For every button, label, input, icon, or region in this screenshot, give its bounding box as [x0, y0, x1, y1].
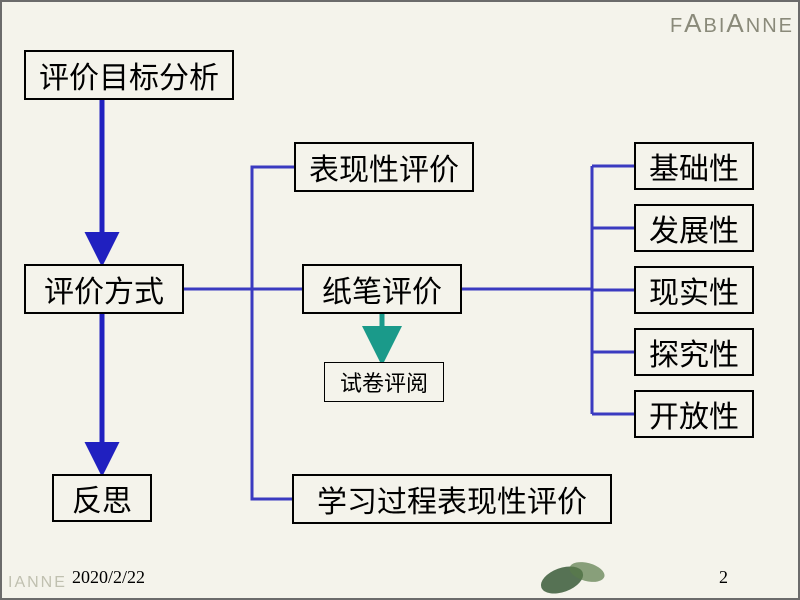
- node-label: 学习过程表现性评价: [317, 477, 587, 521]
- slide: 评价目标分析 评价方式 反思 表现性评价 纸笔评价 试卷评阅 学习过程表现性评价…: [0, 0, 800, 600]
- node-label: 试卷评阅: [340, 366, 428, 398]
- node-process-performance-eval: 学习过程表现性评价: [292, 474, 612, 524]
- watermark-bottom: IANNE: [8, 574, 67, 592]
- node-label: 基础性: [649, 144, 739, 188]
- node-label: 评价目标分析: [39, 53, 219, 97]
- node-goal-analysis: 评价目标分析: [24, 50, 234, 100]
- node-label: 纸笔评价: [322, 267, 442, 311]
- slide-page-number: 2: [719, 567, 728, 588]
- node-exam-review: 试卷评阅: [324, 362, 444, 402]
- node-basic: 基础性: [634, 142, 754, 190]
- node-label: 探究性: [649, 330, 739, 374]
- node-paper-eval: 纸笔评价: [302, 264, 462, 314]
- node-label: 发展性: [649, 206, 739, 250]
- node-label: 表现性评价: [309, 145, 459, 189]
- node-performance-eval: 表现性评价: [294, 142, 474, 192]
- node-inquiry: 探究性: [634, 328, 754, 376]
- node-reflection: 反思: [52, 474, 152, 522]
- node-reality: 现实性: [634, 266, 754, 314]
- node-label: 评价方式: [44, 267, 164, 311]
- watermark-top: FABIANNE: [670, 8, 792, 39]
- node-method: 评价方式: [24, 264, 184, 314]
- slide-date: 2020/2/22: [72, 567, 145, 588]
- node-openness: 开放性: [634, 390, 754, 438]
- node-development: 发展性: [634, 204, 754, 252]
- node-label: 现实性: [649, 268, 739, 312]
- node-label: 开放性: [649, 392, 739, 436]
- node-label: 反思: [72, 476, 132, 520]
